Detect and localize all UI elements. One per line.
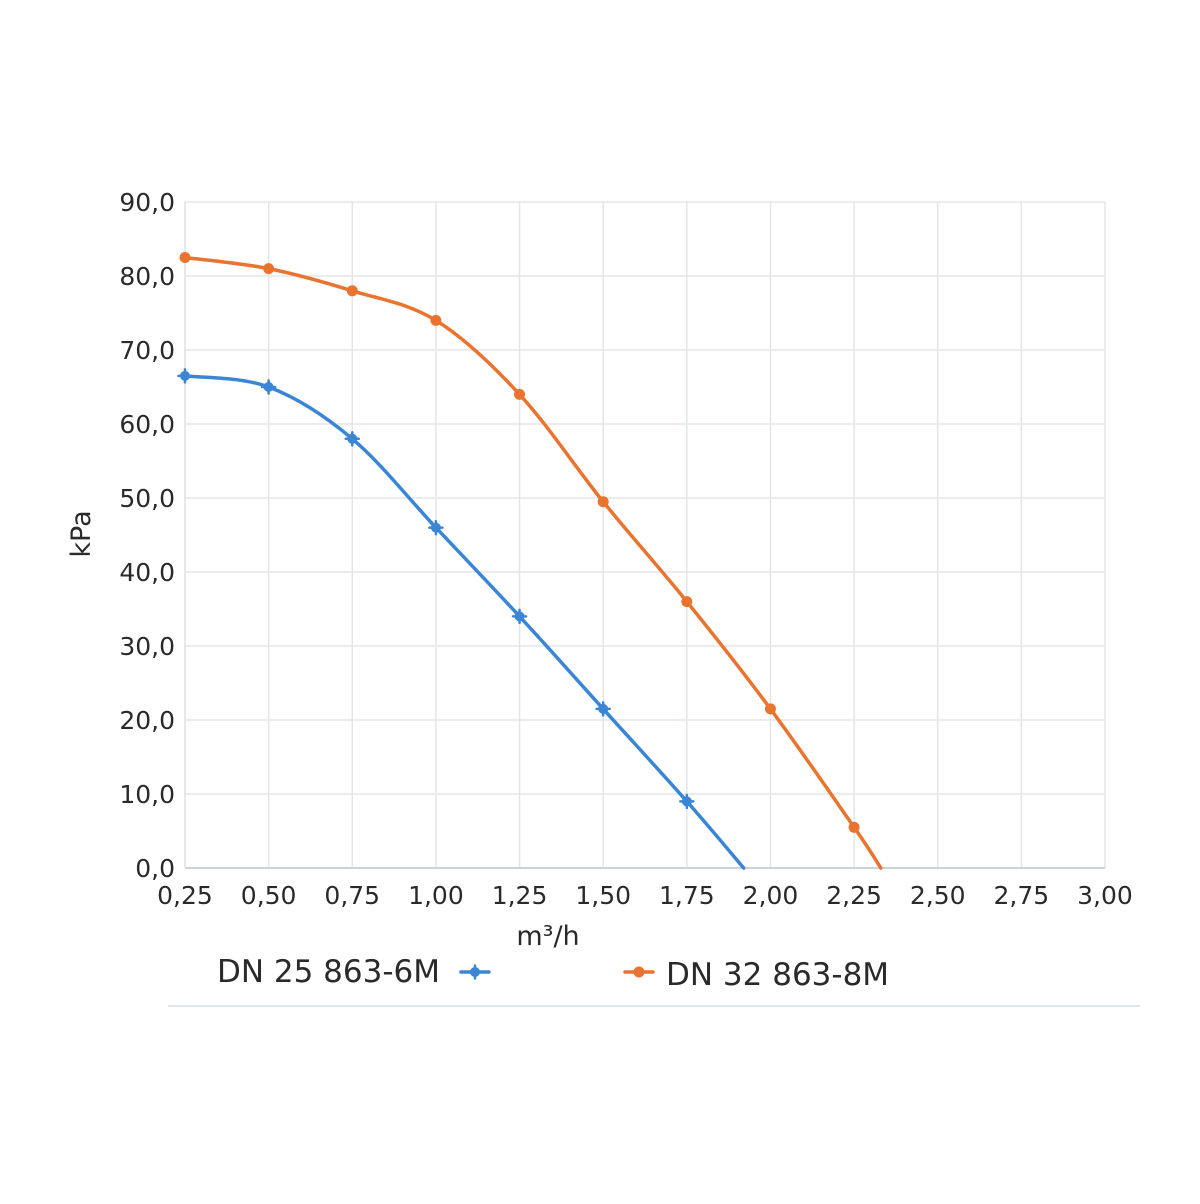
- y-tick-label: 60,0: [119, 410, 175, 439]
- y-tick-label: 70,0: [119, 336, 175, 365]
- data-point: [260, 379, 277, 395]
- data-point: [263, 263, 275, 275]
- data-point: [679, 793, 695, 810]
- series-line: [183, 374, 746, 870]
- legend-entry-1: DN 25 863-6M: [217, 954, 491, 990]
- data-point: [595, 701, 611, 717]
- y-tick-label: 50,0: [119, 484, 175, 513]
- x-tick-label: 1,25: [492, 881, 548, 910]
- series-1: [177, 368, 746, 870]
- series-2: [179, 252, 883, 870]
- legend-entry-2: DN 32 863-8M: [623, 957, 889, 993]
- y-tick-label: 10,0: [119, 780, 175, 809]
- x-tick-label: 1,00: [408, 881, 464, 910]
- data-point: [346, 285, 358, 297]
- data-point: [848, 821, 860, 833]
- legend-label: DN 32 863-8M: [666, 957, 889, 993]
- legend-label: DN 25 863-6M: [217, 954, 440, 990]
- x-tick-label: 3,00: [1077, 881, 1133, 910]
- y-tick-label: 90,0: [119, 188, 175, 217]
- data-point: [681, 596, 693, 608]
- legend: DN 25 863-6M DN 32 863-8M: [217, 954, 889, 993]
- data-point: [764, 703, 776, 715]
- y-tick-label: 20,0: [119, 706, 175, 735]
- series-layer: [177, 252, 883, 870]
- legend-swatch-marker: [467, 964, 483, 980]
- x-tick-label: 0,50: [241, 881, 297, 910]
- x-axis-title: m³/h: [516, 921, 579, 952]
- data-point: [344, 431, 361, 447]
- y-tick-label: 80,0: [119, 262, 175, 291]
- axes: [184, 202, 1105, 869]
- x-tick-label: 1,50: [575, 881, 631, 910]
- tick-labels: 0,25 0,50 0,75 1,00 1,25 1,50 1,75 2,00 2,25 2,50…: [119, 188, 1133, 910]
- x-tick-label: 1,75: [659, 881, 715, 910]
- grid: [184, 201, 1106, 868]
- x-tick-label: 0,75: [324, 881, 380, 910]
- data-point: [511, 608, 528, 625]
- data-point: [430, 314, 442, 326]
- series-line: [183, 255, 883, 870]
- y-axis-title: kPa: [66, 510, 97, 557]
- data-point: [597, 496, 609, 508]
- x-tick-label: 2,50: [910, 881, 966, 910]
- data-point: [179, 252, 191, 263]
- y-tick-label: 0,0: [135, 854, 175, 883]
- data-point: [514, 388, 526, 400]
- y-tick-label: 40,0: [119, 558, 175, 587]
- x-tick-label: 2,00: [743, 881, 799, 910]
- x-tick-label: 2,75: [994, 881, 1050, 910]
- y-tick-label: 30,0: [119, 632, 175, 661]
- data-point: [177, 368, 193, 384]
- data-point: [428, 519, 444, 536]
- x-tick-label: 0,25: [157, 881, 213, 910]
- legend-swatch-marker: [633, 966, 645, 978]
- x-tick-label: 2,25: [826, 881, 882, 910]
